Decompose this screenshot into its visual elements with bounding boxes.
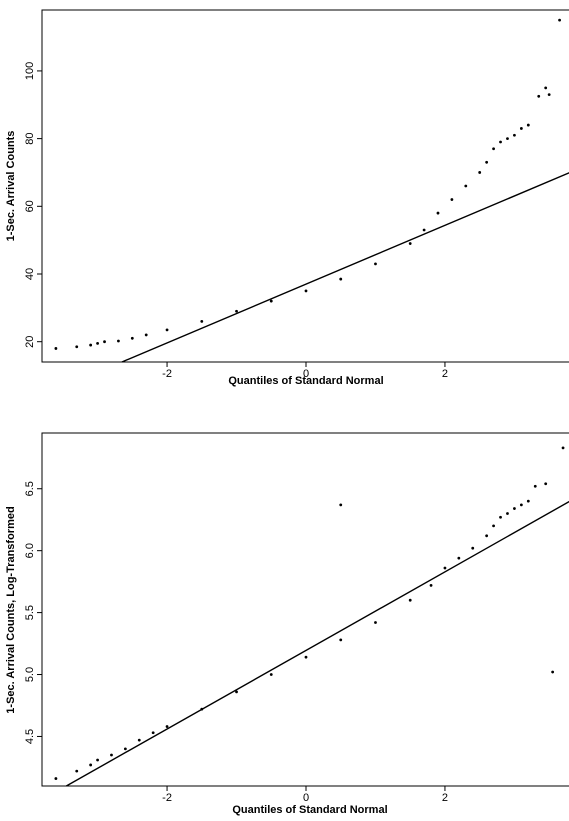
top-data-point xyxy=(304,289,308,293)
top-y-tick-label: 40 xyxy=(24,268,36,280)
bottom-data-point xyxy=(123,747,127,751)
bottom-data-point xyxy=(89,763,93,767)
top-y-tick-label: 100 xyxy=(24,62,36,80)
top-data-point xyxy=(422,228,426,232)
bottom-data-point xyxy=(513,507,516,510)
top-data-point xyxy=(464,184,468,188)
top-data-point xyxy=(54,347,58,350)
bottom-data-point xyxy=(544,482,548,486)
top-data-point xyxy=(547,93,551,97)
top-data-point xyxy=(513,133,516,137)
top-data-point xyxy=(75,345,79,349)
bottom-data-point xyxy=(339,503,343,507)
bottom-data-point xyxy=(151,731,155,735)
bottom-y-tick-label: 6.0 xyxy=(24,543,36,558)
top-data-point xyxy=(339,277,343,281)
top-qq-plot-panel: Quantiles of Standard Normal 1-Sec. Arri… xyxy=(5,9,569,387)
bottom-data-point xyxy=(457,556,461,560)
bottom-data-point xyxy=(235,690,238,694)
top-data-point xyxy=(526,123,530,127)
top-y-tick-label: 60 xyxy=(24,200,36,212)
top-data-point xyxy=(103,340,106,344)
top-data-point xyxy=(130,336,134,340)
bottom-data-point xyxy=(443,566,447,570)
top-reference-line xyxy=(121,172,569,363)
bottom-reference-line xyxy=(65,500,569,787)
top-x-tick-label: 2 xyxy=(442,368,448,380)
bottom-data-point xyxy=(471,546,475,550)
bottom-data-point xyxy=(492,524,495,528)
bottom-y-tick-label: 5.0 xyxy=(24,667,36,682)
top-data-point xyxy=(506,137,509,141)
top-plot-frame xyxy=(41,9,569,363)
top-data-point xyxy=(436,211,440,215)
bottom-data-point xyxy=(551,670,555,674)
bottom-x-tick-label: -2 xyxy=(162,792,172,804)
bottom-data-point xyxy=(519,503,523,507)
top-data-point xyxy=(450,198,454,201)
bottom-data-point xyxy=(506,512,509,515)
bottom-x-tick-label: 0 xyxy=(303,792,309,804)
top-y-tick-label: 20 xyxy=(24,336,36,348)
top-data-point xyxy=(117,339,120,343)
top-data-point xyxy=(499,140,502,144)
top-data-point xyxy=(478,171,482,174)
bottom-y-tick-label: 5.5 xyxy=(24,605,36,620)
bottom-data-point xyxy=(374,621,377,624)
bottom-y-tick-label: 4.5 xyxy=(24,729,36,744)
top-data-point xyxy=(269,299,273,303)
top-data-point xyxy=(374,262,377,266)
top-y-axis-title: 1-Sec. Arrival Counts xyxy=(5,131,17,242)
bottom-data-point xyxy=(110,753,113,757)
bottom-data-point xyxy=(54,777,58,780)
bottom-y-axis-title: 1-Sec. Arrival Counts, Log-Transformed xyxy=(5,506,17,713)
top-data-point xyxy=(544,86,548,90)
bottom-data-point xyxy=(304,655,308,659)
bottom-data-point xyxy=(408,598,412,602)
top-data-point xyxy=(492,147,495,151)
bottom-data-point xyxy=(75,769,79,773)
top-y-tick-label: 80 xyxy=(24,132,36,144)
top-data-point xyxy=(235,309,238,313)
top-data-point xyxy=(200,319,204,323)
bottom-x-tick-label: 2 xyxy=(442,792,448,804)
bottom-data-point xyxy=(269,673,273,676)
top-data-point xyxy=(165,328,169,332)
bottom-y-tick-label: 6.5 xyxy=(24,481,36,496)
bottom-data-point xyxy=(96,758,99,762)
bottom-data-point xyxy=(561,446,565,450)
bottom-data-point xyxy=(339,638,343,642)
top-data-point xyxy=(89,343,93,347)
top-x-tick-label: 0 xyxy=(303,368,309,380)
top-data-point xyxy=(96,341,99,345)
bottom-data-point xyxy=(499,515,502,519)
bottom-data-point xyxy=(485,534,489,538)
top-data-point xyxy=(537,94,541,98)
top-x-tick-label: -2 xyxy=(162,368,172,380)
bottom-plot-frame xyxy=(41,432,569,787)
bottom-data-point xyxy=(526,499,530,503)
bottom-data-point xyxy=(137,738,141,742)
bottom-x-axis-title: Quantiles of Standard Normal xyxy=(232,804,387,816)
top-data-point xyxy=(408,242,412,245)
top-data-point xyxy=(144,333,148,337)
bottom-data-point xyxy=(165,725,169,728)
bottom-data-point xyxy=(533,484,537,488)
top-data-point xyxy=(485,160,489,164)
top-x-axis-title: Quantiles of Standard Normal xyxy=(228,375,383,387)
top-data-point xyxy=(519,127,523,130)
bottom-data-point xyxy=(429,583,433,587)
top-data-point xyxy=(558,18,561,22)
bottom-qq-plot-panel: Quantiles of Standard Normal 1-Sec. Arri… xyxy=(5,432,569,816)
